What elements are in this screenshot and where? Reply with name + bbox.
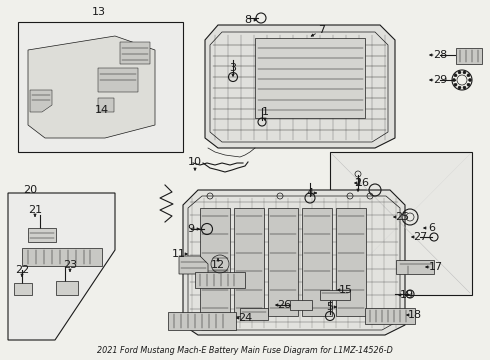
Text: 1: 1 [262, 107, 269, 117]
Text: 21: 21 [28, 205, 42, 215]
Circle shape [463, 86, 466, 89]
Text: 9: 9 [188, 224, 195, 234]
Bar [18, 22, 183, 152]
Text: 22: 22 [15, 265, 29, 275]
Text: 27: 27 [413, 232, 427, 242]
Bar [255, 38, 365, 118]
Text: 26: 26 [277, 300, 291, 310]
Circle shape [463, 71, 466, 74]
Text: 12: 12 [211, 260, 225, 270]
Bar [168, 312, 236, 330]
Circle shape [458, 71, 461, 74]
Text: 8: 8 [245, 15, 251, 25]
Text: 13: 13 [92, 7, 106, 17]
Bar [234, 208, 264, 316]
Bar [336, 208, 366, 316]
Text: 29: 29 [433, 75, 447, 85]
Bar [302, 208, 332, 316]
Circle shape [458, 86, 461, 89]
Polygon shape [28, 36, 155, 138]
Text: 28: 28 [433, 50, 447, 60]
Bar [200, 208, 230, 316]
Text: 17: 17 [429, 262, 443, 272]
Bar [28, 228, 56, 242]
Bar [22, 248, 102, 266]
Text: 10: 10 [188, 157, 202, 167]
Text: 2021 Ford Mustang Mach-E Battery Main Fuse Diagram for L1MZ-14526-D: 2021 Ford Mustang Mach-E Battery Main Fu… [97, 346, 393, 355]
Text: 11: 11 [172, 249, 186, 259]
Bar [240, 308, 268, 320]
Text: 5: 5 [326, 302, 334, 312]
Bar [98, 68, 138, 92]
Text: 16: 16 [356, 178, 370, 188]
Text: 4: 4 [306, 188, 314, 198]
Text: 18: 18 [408, 310, 422, 320]
Text: 14: 14 [95, 105, 109, 115]
Bar [268, 208, 298, 316]
Polygon shape [205, 25, 395, 148]
Bar [195, 272, 245, 288]
Text: 2: 2 [354, 178, 362, 188]
Circle shape [452, 78, 456, 81]
Bar [320, 290, 350, 300]
Text: 25: 25 [395, 212, 409, 222]
Polygon shape [30, 90, 52, 112]
Bar [56, 281, 78, 295]
Polygon shape [330, 152, 472, 295]
Text: 24: 24 [238, 313, 252, 323]
Bar [98, 98, 114, 112]
Bar [396, 260, 434, 274]
Bar [290, 300, 312, 310]
Circle shape [468, 78, 471, 81]
Polygon shape [8, 193, 115, 340]
Text: 20: 20 [23, 185, 37, 195]
Bar [120, 42, 150, 64]
Circle shape [467, 74, 470, 77]
Bar [365, 308, 415, 324]
Polygon shape [179, 256, 208, 274]
Text: 7: 7 [318, 25, 325, 35]
Text: 19: 19 [400, 290, 414, 300]
Bar [14, 283, 32, 295]
Polygon shape [183, 190, 405, 335]
Circle shape [467, 83, 470, 86]
Text: 23: 23 [63, 260, 77, 270]
Text: 3: 3 [229, 63, 237, 73]
Circle shape [454, 74, 457, 77]
Text: 15: 15 [339, 285, 353, 295]
Bar [456, 48, 482, 64]
Text: 6: 6 [428, 223, 436, 233]
Circle shape [454, 83, 457, 86]
